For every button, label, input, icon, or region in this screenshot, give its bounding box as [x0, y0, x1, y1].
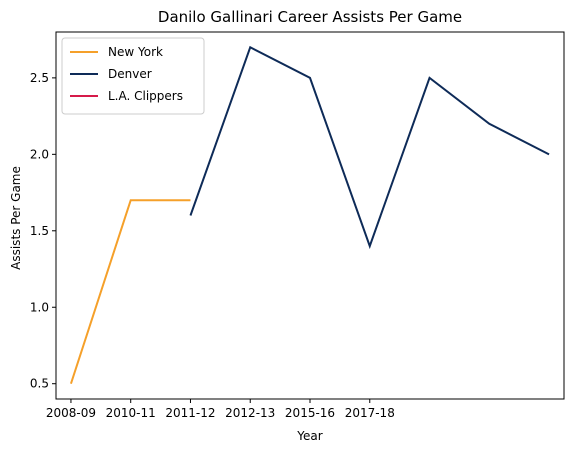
x-tick-label: 2008-09 — [46, 406, 96, 420]
y-tick-label: 2.5 — [30, 71, 49, 85]
x-tick-label: 2010-11 — [106, 406, 156, 420]
x-tick-label: 2012-13 — [225, 406, 275, 420]
y-axis-label: Assists Per Game — [9, 166, 23, 270]
chart-title: Danilo Gallinari Career Assists Per Game — [158, 8, 462, 26]
y-tick-label: 0.5 — [30, 377, 49, 391]
y-tick-label: 2.0 — [30, 147, 49, 161]
y-tick-label: 1.5 — [30, 224, 49, 238]
x-axis-label: Year — [296, 429, 322, 443]
series-line-new-york — [71, 200, 191, 383]
series-line-denver — [190, 47, 549, 246]
legend: New York Denver L.A. Clippers — [62, 38, 204, 114]
x-tick-label: 2017-18 — [345, 406, 395, 420]
x-tick-label: 2011-12 — [165, 406, 215, 420]
legend-label: New York — [108, 45, 163, 59]
x-tick-label: 2015-16 — [285, 406, 335, 420]
legend-label: L.A. Clippers — [108, 89, 183, 103]
legend-label: Denver — [108, 67, 152, 81]
y-tick-label: 1.0 — [30, 300, 49, 314]
